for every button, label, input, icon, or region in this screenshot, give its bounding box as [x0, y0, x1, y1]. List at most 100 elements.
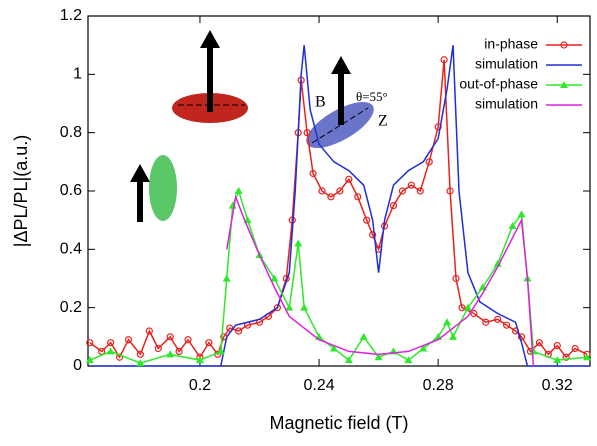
marker — [407, 181, 415, 189]
marker — [303, 129, 311, 137]
arrow-head — [130, 164, 150, 182]
marker — [398, 187, 407, 195]
series-line — [226, 194, 535, 367]
marker — [452, 274, 460, 283]
marker — [195, 356, 204, 364]
annotation: θ=55° — [356, 89, 388, 104]
marker — [440, 56, 448, 64]
marker — [136, 359, 145, 367]
marker — [434, 332, 443, 340]
marker — [503, 321, 511, 329]
marker — [494, 315, 502, 323]
y-tick-label: 1.2 — [60, 7, 82, 24]
marker — [166, 333, 174, 341]
inset-drawings — [130, 30, 374, 222]
marker — [517, 333, 526, 341]
marker — [434, 123, 442, 131]
marker — [354, 193, 362, 201]
marker — [553, 341, 561, 350]
y-axis-label: |ΔPL/PL|(a.u.) — [11, 135, 31, 247]
marker — [470, 309, 478, 318]
marker — [571, 344, 579, 353]
marker — [344, 356, 353, 364]
marker — [562, 353, 570, 361]
marker — [166, 350, 175, 358]
marker — [345, 175, 353, 183]
marker — [175, 347, 183, 356]
y-tick-label: 0.6 — [60, 182, 82, 199]
marker — [329, 344, 338, 352]
marker — [336, 187, 344, 195]
y-tick-label: 0 — [73, 357, 82, 374]
marker — [404, 356, 413, 364]
legend-label: in-phase — [484, 36, 538, 52]
y-tick-label: 1 — [73, 66, 82, 83]
marker — [389, 201, 398, 210]
annotation: B — [315, 94, 326, 111]
marker — [300, 303, 309, 311]
marker — [205, 339, 213, 347]
axis-line — [311, 107, 369, 144]
marker — [508, 222, 517, 229]
marker — [583, 353, 592, 361]
marker — [136, 350, 145, 358]
y-tick-label: 0.4 — [60, 241, 82, 258]
x-tick-label: 0.2 — [189, 377, 211, 394]
marker — [517, 210, 526, 218]
marker — [446, 187, 454, 195]
marker — [458, 304, 466, 312]
x-axis-label: Magnetic field (T) — [269, 413, 408, 433]
marker — [359, 332, 368, 340]
marker — [425, 158, 433, 166]
marker — [106, 347, 115, 355]
x-tick-label: 0.28 — [423, 377, 454, 394]
marker — [369, 231, 377, 239]
marker — [234, 187, 243, 194]
marker — [318, 187, 326, 195]
x-tick-label: 0.32 — [542, 377, 573, 394]
marker — [145, 327, 153, 335]
marker — [85, 356, 94, 364]
marker — [184, 336, 192, 344]
legend-label: simulation — [475, 96, 538, 112]
marker — [463, 303, 472, 311]
arrow-head — [200, 30, 220, 48]
legend-label: out-of-phase — [459, 76, 538, 92]
series-line — [89, 45, 590, 367]
marker — [86, 339, 94, 347]
legend-marker — [560, 41, 568, 49]
marker — [416, 187, 424, 195]
marker — [374, 353, 383, 361]
marker — [124, 336, 133, 344]
marker — [553, 356, 562, 364]
marker — [154, 344, 162, 353]
marker — [309, 169, 317, 178]
marker — [315, 332, 324, 340]
marker — [493, 259, 502, 267]
marker — [273, 304, 281, 312]
marker — [228, 201, 237, 209]
marker — [529, 347, 538, 355]
marker — [285, 303, 294, 311]
legend-marker — [560, 81, 568, 88]
marker — [222, 274, 231, 282]
marker — [535, 339, 543, 347]
marker — [363, 216, 371, 224]
marker — [216, 347, 225, 355]
marker — [294, 239, 303, 247]
y-tick-label: 0.8 — [60, 124, 82, 141]
marker — [443, 318, 452, 326]
marker — [235, 327, 243, 335]
marker — [270, 274, 279, 282]
y-tick-label: 0.2 — [60, 299, 82, 316]
marker — [449, 332, 458, 340]
marker — [107, 339, 115, 347]
annotation: Z — [378, 113, 388, 130]
legend-label: simulation — [475, 56, 538, 72]
arrow-head — [331, 56, 351, 74]
marker — [327, 193, 335, 201]
marker — [482, 318, 490, 326]
x-tick-label: 0.24 — [303, 377, 334, 394]
green-ellipsoid — [149, 155, 177, 221]
